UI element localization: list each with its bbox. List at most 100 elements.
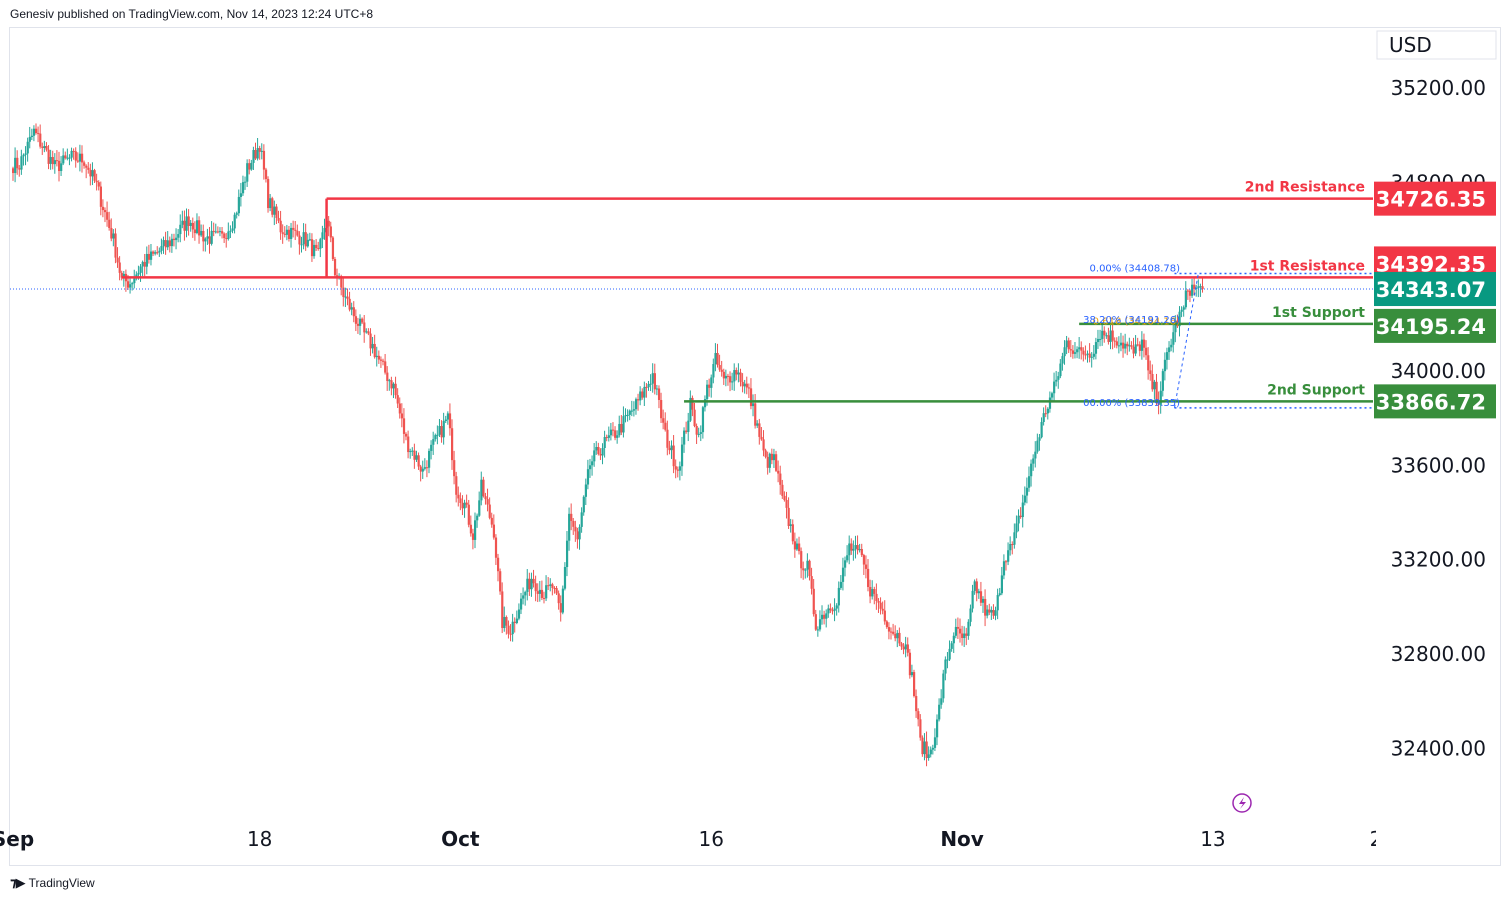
candle-body — [239, 193, 243, 197]
candle-body — [526, 578, 529, 592]
candle-body — [18, 168, 21, 170]
candle-body — [321, 232, 324, 240]
candle-body — [114, 233, 117, 258]
candle-body — [737, 372, 740, 375]
candle-body — [986, 609, 989, 616]
candle-body — [83, 162, 86, 166]
candle-body — [490, 517, 493, 525]
candle-body — [829, 608, 832, 611]
candle-body — [513, 621, 516, 623]
candle-body — [1073, 352, 1077, 354]
candle-body — [367, 331, 370, 334]
candle-body — [942, 673, 945, 699]
chart-frame[interactable] — [9, 27, 1501, 866]
price-tag-bg — [1374, 272, 1496, 307]
candle-body — [885, 621, 889, 628]
candle-body — [118, 262, 121, 273]
candle-body — [108, 219, 111, 228]
candle-body — [618, 423, 621, 436]
candle-body — [933, 737, 937, 748]
candle-body — [1172, 332, 1175, 345]
candle-body — [756, 423, 759, 426]
candle-body — [643, 386, 646, 398]
candle-body — [1117, 345, 1121, 347]
candle-body — [214, 231, 217, 233]
candle-body — [890, 631, 893, 633]
candle-body — [223, 233, 226, 239]
candle-body — [900, 643, 903, 647]
candle-body — [559, 603, 562, 613]
tradingview-logo-icon: ⁊▶ — [10, 875, 26, 890]
candle-body — [195, 220, 199, 234]
candle-body — [528, 578, 531, 590]
candle-body — [923, 741, 926, 755]
candle-body — [377, 355, 381, 360]
x-tick-label: Oct — [441, 827, 480, 851]
candle-body — [1178, 311, 1181, 327]
candle-body — [649, 383, 652, 385]
candle-body — [871, 589, 874, 597]
candle-body — [32, 128, 36, 136]
candle-body — [898, 632, 901, 644]
candle-body — [386, 372, 389, 382]
candle-body — [603, 437, 606, 448]
candle-body — [1197, 286, 1200, 288]
candle-body — [172, 238, 176, 241]
x-tick-label: 18 — [247, 827, 272, 851]
candle-body — [20, 156, 23, 170]
candle-body — [373, 343, 376, 358]
candle-body — [1199, 286, 1202, 288]
candle-body — [1161, 371, 1164, 391]
candle-body — [1145, 347, 1148, 356]
candle-body — [1017, 515, 1020, 524]
candle-body — [697, 433, 700, 435]
candle-body — [1130, 345, 1133, 347]
candle-body — [634, 399, 638, 410]
candle-body — [850, 543, 853, 551]
candle-body — [931, 747, 935, 750]
candle-body — [798, 543, 801, 552]
candle-body — [1138, 344, 1141, 351]
candle-body — [860, 549, 863, 556]
candle-body — [154, 252, 157, 254]
candle-body — [718, 365, 721, 370]
candle-body — [1163, 359, 1167, 372]
candle-body — [457, 494, 460, 499]
candle-body — [781, 484, 784, 496]
candle-body — [1096, 338, 1100, 343]
candle-body — [421, 468, 424, 472]
candle-body — [1170, 344, 1173, 348]
candle-body — [294, 229, 297, 231]
candle-body — [599, 454, 602, 456]
candle-body — [1055, 379, 1058, 382]
candle-body — [517, 609, 521, 619]
candle-body — [568, 513, 571, 541]
candle-body — [760, 436, 763, 440]
candle-body — [175, 237, 178, 241]
candle-body — [708, 384, 711, 388]
candle-body — [313, 244, 316, 257]
candle-body — [657, 388, 661, 400]
lightning-icon[interactable] — [1232, 793, 1252, 813]
candle-body — [545, 585, 548, 599]
candle-body — [538, 589, 542, 594]
candle-body — [582, 496, 585, 513]
candle-body — [1042, 413, 1045, 423]
candle-body — [1094, 342, 1098, 354]
candle-body — [1063, 347, 1066, 357]
candle-body — [210, 230, 213, 244]
candle-body — [785, 499, 788, 508]
candle-body — [87, 167, 90, 170]
candle-body — [503, 617, 506, 629]
candle-body — [735, 370, 738, 375]
fib-label: 0.00% (34408.78) — [1090, 264, 1181, 275]
candle-body — [1021, 502, 1024, 518]
candle-body — [1109, 330, 1112, 342]
candle-body — [459, 498, 462, 503]
candle-body — [279, 220, 282, 233]
candle-body — [605, 437, 608, 439]
price-tag-bg — [1374, 308, 1496, 343]
candle-body — [478, 500, 481, 516]
candle-body — [641, 391, 644, 398]
